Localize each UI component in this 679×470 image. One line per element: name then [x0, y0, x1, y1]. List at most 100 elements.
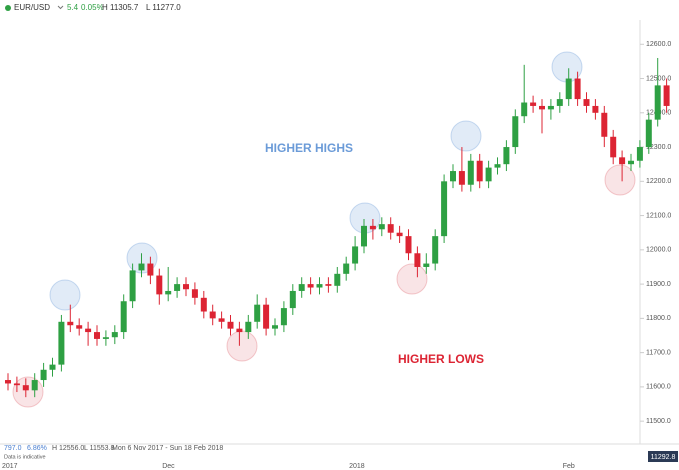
low-marker: [12, 376, 44, 408]
candle-body: [539, 105, 545, 110]
candle-body: [654, 85, 661, 120]
candle-body: [102, 337, 109, 339]
candle-body: [272, 325, 278, 329]
candle-body: [396, 232, 403, 237]
high-marker: [49, 279, 81, 311]
candle-body: [645, 119, 652, 148]
y-tick-label: 12100.0: [646, 212, 671, 219]
annotation: HIGHER HIGHS: [265, 141, 353, 155]
footer-low: L 11553.8: [84, 445, 114, 452]
candle-body: [67, 321, 74, 326]
candle-body: [227, 321, 234, 329]
price-badge-label: 11292.8: [651, 454, 676, 461]
candle-body: [441, 181, 448, 237]
low: L 11277.0: [146, 3, 181, 12]
candle-body: [316, 284, 323, 288]
candle-body: [40, 369, 47, 381]
candle-body: [94, 332, 100, 339]
price-badge: [648, 451, 678, 462]
candle-body: [574, 78, 581, 100]
footer-high: H 12556.0: [52, 445, 84, 452]
candle-body: [111, 332, 118, 338]
candle-body: [663, 85, 670, 106]
candle-body: [191, 289, 198, 298]
y-tick-label: 12000.0: [646, 247, 671, 254]
candle-body: [494, 164, 501, 168]
annotation: HIGHER LOWS: [398, 352, 484, 366]
y-tick-label: 11600.0: [646, 384, 671, 391]
candle-body: [13, 383, 20, 386]
y-tick-label: 12200.0: [646, 178, 671, 185]
low-marker: [226, 330, 258, 362]
x-tick-label: 2018: [349, 463, 365, 470]
change: 5.4: [67, 3, 79, 12]
y-tick-label: 12600.0: [646, 41, 671, 48]
status-dot: [5, 5, 11, 11]
candle-body: [387, 224, 394, 233]
candle-body: [378, 224, 385, 230]
y-tick-label: 11700.0: [646, 349, 671, 356]
candle-body: [450, 171, 456, 182]
candle-body: [200, 297, 207, 312]
candle-body: [280, 308, 287, 326]
candle-body: [352, 246, 359, 264]
candle-body: [209, 311, 216, 319]
footer-range: Mon 6 Nov 2017 - Sun 18 Feb 2018: [112, 445, 223, 452]
y-tick-label: 11800.0: [646, 315, 671, 322]
candle-body: [565, 78, 572, 100]
y-tick-label: 12500.0: [646, 75, 671, 82]
candle-body: [245, 321, 252, 333]
y-tick-label: 12300.0: [646, 144, 671, 151]
y-tick-label: 11500.0: [646, 418, 671, 425]
candle-body: [636, 147, 643, 161]
candle-body: [183, 284, 189, 290]
candle-body: [405, 236, 412, 254]
candle-body: [174, 284, 181, 291]
candle-body: [138, 263, 145, 271]
candle-body: [218, 318, 225, 322]
y-tick-label: 11900.0: [646, 281, 671, 288]
high-marker: [450, 120, 482, 152]
candle-body: [592, 105, 599, 113]
symbol: EUR/USD: [14, 3, 50, 12]
candle-body: [85, 328, 92, 333]
candle-body: [432, 236, 439, 264]
candle-body: [610, 136, 617, 158]
candle-body: [22, 385, 29, 391]
candle-body: [619, 157, 626, 165]
footer-note: Data is indicative: [4, 454, 46, 460]
candle-body: [343, 263, 350, 274]
candle-body: [628, 160, 634, 165]
candle-body: [254, 304, 261, 322]
candle-body: [156, 275, 163, 295]
candle-body: [165, 290, 172, 295]
candle-body: [547, 105, 554, 110]
candle-body: [334, 273, 341, 286]
dropdown-icon[interactable]: [57, 5, 64, 10]
high: H 11305.7: [102, 3, 139, 12]
low-marker: [604, 164, 636, 196]
candle-body: [5, 380, 11, 384]
candle-body: [476, 160, 483, 182]
candle-body: [120, 301, 127, 333]
change-pct: 0.05%: [81, 3, 104, 12]
candle-body: [458, 171, 465, 185]
candle-body: [58, 321, 65, 365]
low-marker: [396, 263, 428, 295]
candle-body: [521, 102, 528, 117]
footer-change: 797.0: [4, 445, 22, 452]
candle-body: [236, 328, 243, 333]
candle-body: [601, 112, 608, 137]
candle-body: [298, 284, 305, 291]
candle-body: [49, 364, 56, 370]
candle-body: [369, 225, 376, 230]
candle-body: [512, 116, 519, 148]
x-tick-label: Feb: [563, 463, 575, 470]
candle-body: [325, 284, 332, 286]
candle-body: [147, 263, 154, 276]
candle-body: [414, 253, 421, 267]
candle-body: [76, 325, 83, 329]
x-tick-label: Dec: [162, 463, 175, 470]
footer-change-pct: 6.86%: [27, 445, 47, 452]
